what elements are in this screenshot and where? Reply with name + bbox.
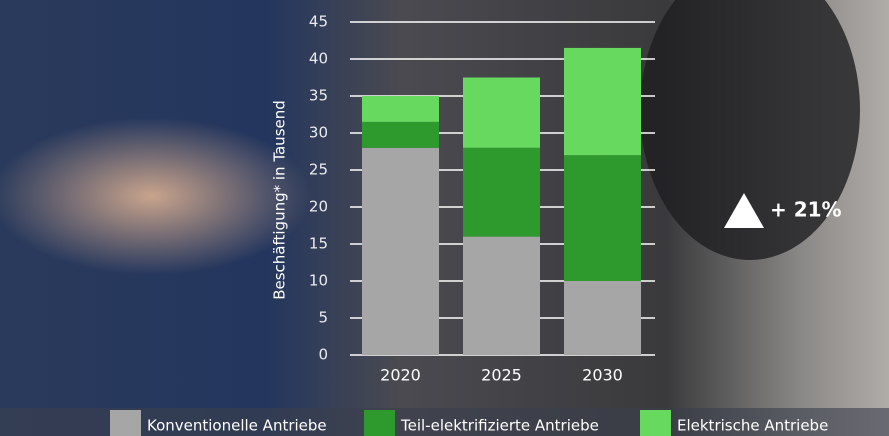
legend-swatch [110,410,141,436]
y-tick-label: 15 [309,235,328,253]
y-tick-label: 45 [309,13,328,31]
bar-segment [362,121,439,148]
y-tick-label: 5 [318,309,328,327]
bar-segment [463,77,540,148]
bar-segment [463,147,540,237]
x-tick-label: 2025 [481,366,522,385]
background-tire [640,0,860,260]
y-tick-label: 25 [309,161,328,179]
y-tick-label: 10 [309,272,328,290]
legend-label: Konventionelle Antriebe [147,417,327,435]
y-axis-label: Beschäftigung* in Tausend [271,100,289,300]
annotation: + 21% [770,198,842,222]
annotation-triangle [724,193,764,228]
legend-band [0,408,889,436]
y-tick-label: 40 [309,50,328,68]
legend-label: Teil-elektrifizierte Antriebe [400,417,599,435]
x-tick-label: 2030 [582,366,623,385]
legend-label: Elektrische Antriebe [677,417,828,435]
y-tick-label: 30 [309,124,328,142]
bar-segment [564,155,641,281]
bar-segment [564,281,641,355]
bar-segment [362,96,439,122]
y-tick-label: 20 [309,198,328,216]
bar-segment [463,236,540,355]
legend-swatch [364,410,395,436]
y-tick-label: 35 [309,87,328,105]
legend-swatch [640,410,671,436]
bar-segment [564,47,641,156]
bar-segment [362,147,439,355]
x-tick-label: 2020 [380,366,421,385]
y-tick-label: 0 [318,346,328,364]
